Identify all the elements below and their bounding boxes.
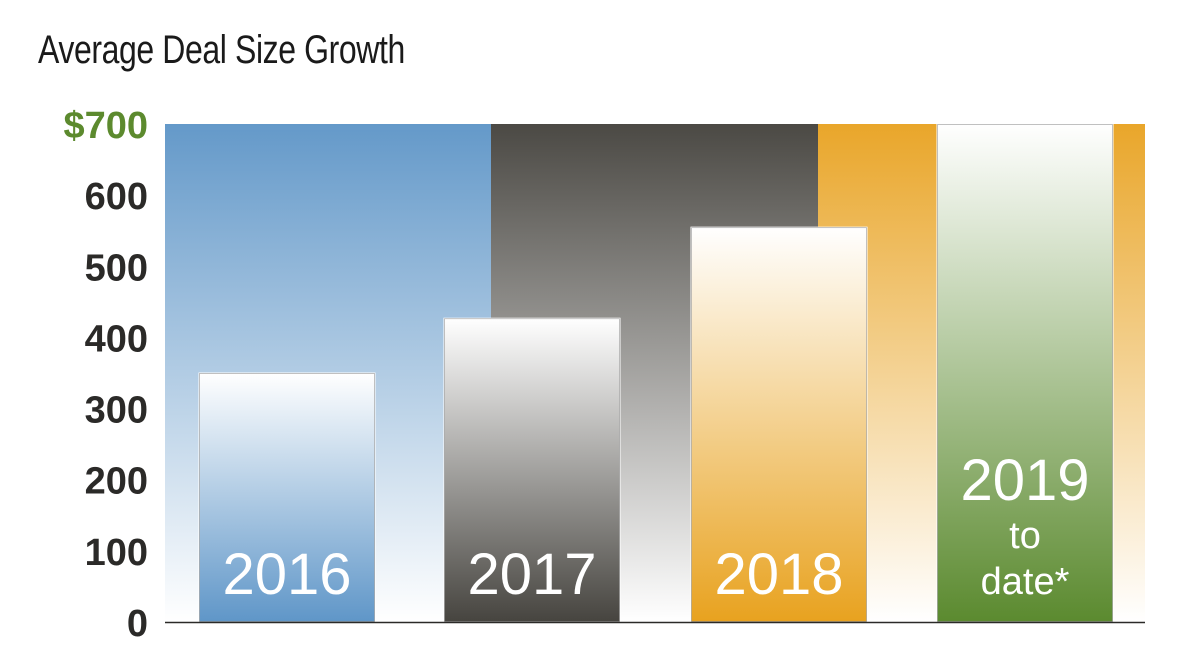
bar-outline (691, 227, 867, 622)
y-tick-label: 500 (85, 247, 148, 289)
y-tick-label: $700 (63, 105, 148, 147)
y-tick-label: 400 (85, 318, 148, 360)
y-tick-label: 300 (85, 390, 148, 432)
category-label: 2017 (467, 542, 596, 607)
category-label-line: 2019 (960, 448, 1089, 513)
category-label: 2016 (222, 542, 351, 607)
y-axis: 0 100 200 300 400 500 600 $700 (63, 105, 1145, 645)
bar-2016 (198, 372, 376, 623)
y-tick-label: 200 (85, 461, 148, 503)
y-tick-label: 600 (85, 176, 148, 218)
bar-outline (937, 124, 1113, 622)
category-label-line: to (1009, 515, 1041, 557)
bars (198, 123, 1114, 623)
bar-outline (444, 318, 620, 622)
y-tick-label: 100 (85, 532, 148, 574)
y-tick-label: 0 (127, 603, 148, 645)
category-label: 2018 (714, 542, 843, 607)
category-label-line: date* (981, 561, 1070, 603)
bar-2019 (936, 123, 1114, 623)
bar-2018 (690, 226, 868, 623)
chart-title: Average Deal Size Growth (38, 28, 405, 72)
bar-outline (199, 373, 375, 622)
